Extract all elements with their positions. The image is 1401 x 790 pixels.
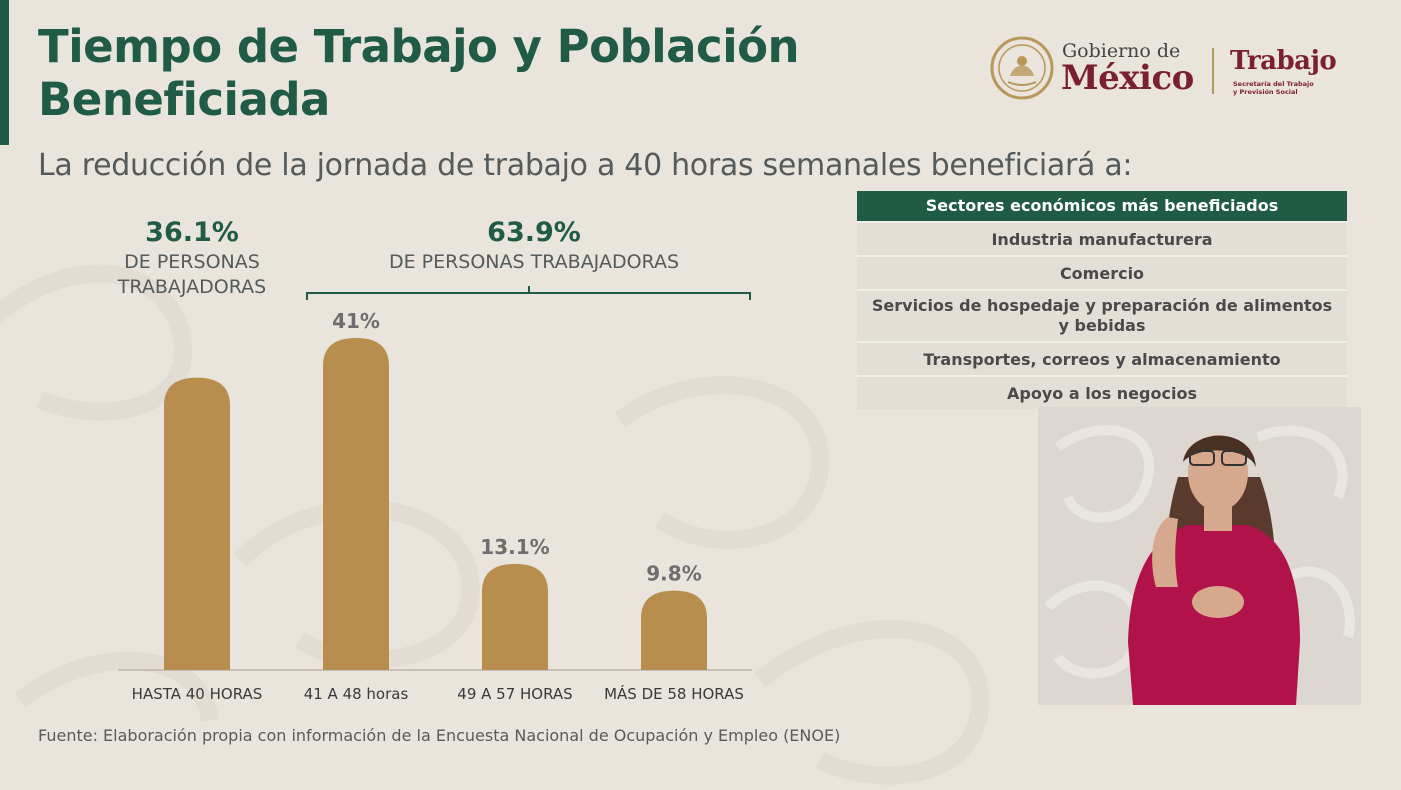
page-title: Tiempo de Trabajo y Población Beneficiad… [38,20,800,126]
group-left-line2: TRABAJADORAS [117,276,266,298]
bar-2 [323,338,389,670]
group-left-line1: DE PERSONAS [124,251,260,273]
government-logo: Gobierno de México Trabajo Secretaría de… [990,36,1350,104]
trabajo-subtitle-2: y Previsión Social [1233,88,1298,96]
group-left-percent: 36.1% [145,217,239,248]
bar-value-label-4: 9.8% [646,562,701,586]
bar-value-label-3: 13.1% [480,535,549,559]
trabajo-wordmark: Trabajo [1230,46,1337,76]
group-right-line1: DE PERSONAS TRABAJADORAS [389,251,679,273]
sectors-table: Sectores económicos más beneficiados Ind… [857,191,1347,409]
sector-row-2: Comercio [857,255,1347,289]
category-label-4: MÁS DE 58 HORAS [604,684,744,703]
logo-divider [1212,48,1214,94]
sector-row-5: Apoyo a los negocios [857,375,1347,409]
sectors-table-header: Sectores económicos más beneficiados [857,191,1347,221]
sign-language-interpreter-video [1038,407,1361,705]
bar-1 [164,377,230,670]
group-right-bracket [306,286,751,300]
national-seal-icon [990,36,1054,100]
category-label-2: 41 A 48 horas [304,685,409,703]
sector-row-1: Industria manufacturera [857,221,1347,255]
chart-bars: HASTA 40 HORAS 41% 41 A 48 horas 13.1% 49 A … [132,309,744,703]
trabajo-subtitle-1: Secretaría del Trabajo [1233,80,1314,88]
page-subtitle: La reducción de la jornada de trabajo a … [38,148,1133,183]
sector-row-3: Servicios de hospedaje y preparación de … [857,289,1347,341]
gobierno-line2: México [1061,58,1194,98]
gobierno-line1: Gobierno de [1062,40,1181,62]
group-right-percent: 63.9% [487,217,581,248]
sector-row-4: Transportes, correos y almacenamiento [857,341,1347,375]
interpreter-image [1038,407,1361,705]
bar-4 [641,590,707,670]
category-label-3: 49 A 57 HORAS [457,685,572,703]
bar-3 [482,563,548,670]
bar-chart: 36.1% DE PERSONAS TRABAJADORAS 63.9% DE … [117,217,752,703]
bar-value-label-2: 41% [332,309,380,333]
category-label-1: HASTA 40 HORAS [132,685,263,703]
accent-bar [0,0,9,145]
source-note: Fuente: Elaboración propia con informaci… [38,726,841,745]
